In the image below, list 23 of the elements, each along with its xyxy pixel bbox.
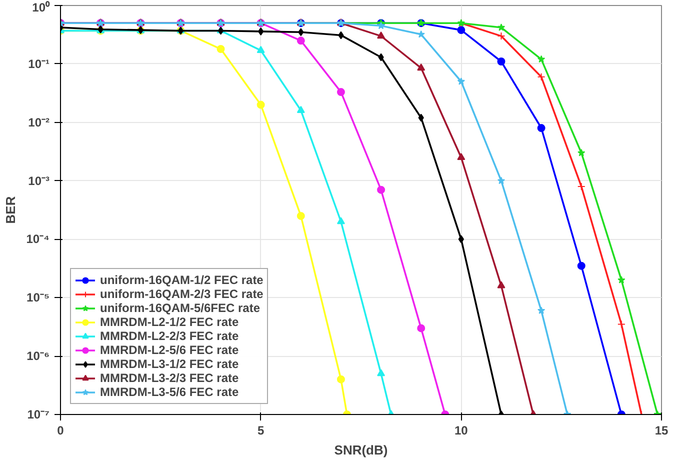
- legend-label: MMRDM-L2-1/2 FEC rate: [100, 315, 239, 329]
- y-tick-label: 10⁻⁷: [27, 408, 50, 422]
- legend-label: MMRDM-L2-5/6 FEC rate: [100, 343, 239, 357]
- legend-label: uniform-16QAM-2/3 FEC rate: [100, 287, 264, 301]
- x-tick-label: 15: [654, 424, 668, 438]
- y-tick-label: 10⁻¹: [28, 56, 50, 71]
- y-axis-title: BER: [3, 196, 18, 224]
- y-tick-label: 10⁻³: [28, 174, 50, 188]
- x-axis-title: SNR(dB): [334, 442, 388, 458]
- x-tick-label: 5: [257, 424, 264, 438]
- y-tick-label: 10⁻⁵: [26, 290, 50, 305]
- x-tick-label: 10: [454, 424, 468, 438]
- legend-label: MMRDM-L2-2/3 FEC rate: [100, 329, 239, 343]
- x-tick-label: 0: [57, 424, 64, 438]
- legend-label: MMRDM-L3-1/2 FEC rate: [100, 357, 239, 371]
- legend-label: uniform-16QAM-1/2 FEC rate: [100, 273, 264, 287]
- y-tick-label: 10⁻⁶: [26, 349, 50, 364]
- y-tick-label: 10⁰: [32, 0, 50, 14]
- y-tick-label: 10⁻²: [28, 115, 50, 130]
- y-tick-label: 10⁻⁴: [26, 232, 50, 246]
- legend-label: uniform-16QAM-5/6FEC rate: [100, 301, 260, 315]
- legend-label: MMRDM-L3-2/3 FEC rate: [100, 371, 239, 385]
- legend-label: MMRDM-L3-5/6 FEC rate: [100, 385, 239, 399]
